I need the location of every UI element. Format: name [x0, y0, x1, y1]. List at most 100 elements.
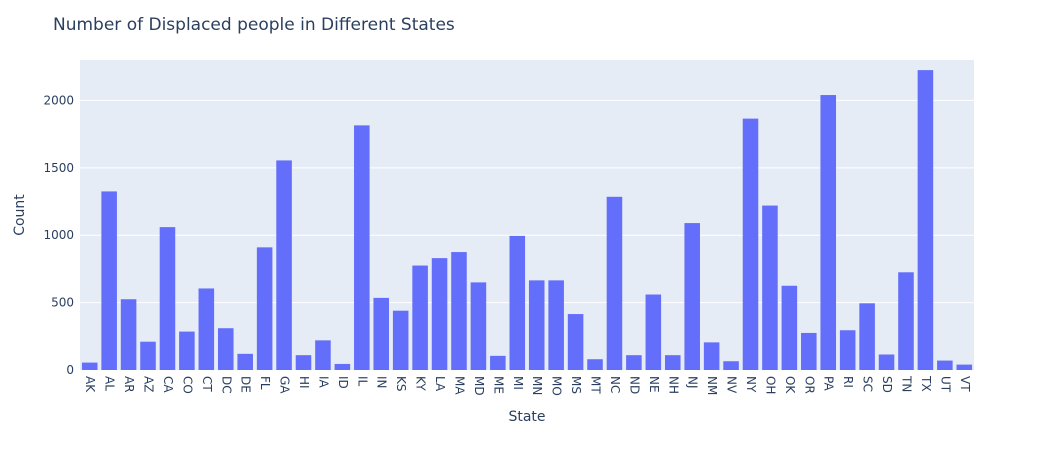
x-tick-label: ME: [491, 376, 505, 394]
bar-il[interactable]: [354, 125, 370, 370]
x-tick-label: AZ: [142, 376, 156, 392]
bar-vt[interactable]: [956, 364, 973, 370]
bar-hi[interactable]: [295, 355, 312, 370]
bar-id[interactable]: [334, 363, 351, 370]
bar-nv[interactable]: [723, 361, 739, 370]
bar-md[interactable]: [470, 282, 487, 370]
bar-ut[interactable]: [937, 360, 953, 370]
x-tick-label: MS: [569, 376, 583, 394]
y-tick-label: 0: [66, 363, 74, 377]
bar-mn[interactable]: [528, 280, 545, 370]
x-tick-label: GA: [278, 376, 292, 394]
bar-ny[interactable]: [742, 118, 759, 370]
y-axis-title: Count: [12, 194, 28, 236]
bar-in[interactable]: [373, 297, 390, 370]
bar-mo[interactable]: [548, 280, 564, 370]
bar-la[interactable]: [431, 258, 448, 370]
x-tick-label: ID: [336, 376, 350, 389]
x-tick-label: TN: [899, 375, 913, 392]
x-tick-label: MO: [550, 376, 564, 396]
x-tick-label: ND: [627, 376, 641, 394]
bar-me[interactable]: [490, 355, 506, 370]
bar-pa[interactable]: [820, 95, 837, 370]
bar-dc[interactable]: [217, 328, 234, 370]
x-tick-label: DC: [219, 376, 233, 394]
bar-ky[interactable]: [412, 265, 428, 370]
bar-ct[interactable]: [198, 288, 215, 370]
bar-al[interactable]: [101, 191, 117, 370]
x-tick-label: CT: [200, 376, 214, 392]
x-tick-label: HI: [297, 376, 311, 389]
x-tick-label: NJ: [686, 376, 700, 389]
x-tick-label: LA: [433, 376, 447, 392]
y-tick-label: 2000: [43, 93, 74, 107]
bar-ri[interactable]: [839, 330, 856, 370]
x-tick-label: KY: [414, 376, 428, 391]
x-tick-label: NC: [608, 376, 622, 393]
bar-nm[interactable]: [703, 342, 720, 370]
bar-ok[interactable]: [781, 285, 798, 370]
y-tick-labels: 0 500 1000 1500 2000: [43, 93, 74, 377]
x-tick-label: NH: [666, 376, 680, 394]
x-tick-label: IA: [316, 376, 330, 389]
x-tick-label: RI: [841, 376, 855, 388]
x-tick-label: TX: [919, 375, 933, 392]
x-tick-label: OR: [802, 376, 816, 394]
bar-mt[interactable]: [587, 359, 603, 370]
x-tick-label: AR: [122, 376, 136, 393]
bar-co[interactable]: [179, 331, 195, 370]
bar-ar[interactable]: [120, 299, 137, 370]
bar-tx[interactable]: [917, 70, 934, 370]
bar-sd[interactable]: [878, 354, 895, 371]
bar-nh[interactable]: [664, 355, 681, 370]
x-tick-label: MN: [530, 376, 544, 395]
x-tick-label: MT: [589, 376, 603, 394]
x-tick-label: FL: [258, 376, 272, 390]
bar-ga[interactable]: [276, 160, 292, 370]
bar-ak[interactable]: [81, 362, 98, 370]
bar-nc[interactable]: [606, 196, 623, 370]
bar-ca[interactable]: [159, 227, 176, 370]
x-tick-label: NV: [725, 376, 739, 394]
x-tick-labels: AK AL AR AZ CA CO CT DC DE FL GA HI IA ID IL IN KS KY LA MA…: [83, 375, 972, 396]
y-tick-label: 1000: [43, 228, 74, 242]
x-tick-label: NE: [647, 376, 661, 393]
x-tick-label: NM: [705, 376, 719, 395]
x-tick-label: NY: [744, 376, 758, 393]
x-tick-label: CO: [180, 376, 194, 394]
bar-tn[interactable]: [898, 272, 914, 370]
x-tick-label: IL: [355, 376, 369, 387]
bar-ne[interactable]: [645, 294, 662, 370]
bar-nj[interactable]: [684, 223, 700, 370]
x-axis-title: State: [508, 409, 545, 425]
x-tick-label: OH: [763, 376, 777, 394]
x-tick-label: DE: [239, 376, 253, 393]
bar-or[interactable]: [801, 332, 817, 370]
y-tick-label: 1500: [43, 161, 74, 175]
x-tick-label: MI: [511, 376, 525, 390]
bar-nd[interactable]: [626, 355, 642, 370]
x-tick-label: AK: [83, 376, 97, 393]
x-tick-label: OK: [783, 376, 797, 394]
x-tick-label: UT: [938, 376, 952, 393]
x-tick-label: VT: [958, 376, 972, 392]
bar-fl[interactable]: [256, 247, 273, 370]
bar-sc[interactable]: [859, 303, 875, 370]
bar-ia[interactable]: [315, 340, 331, 370]
bar-mi[interactable]: [509, 235, 526, 370]
bar-ma[interactable]: [451, 252, 467, 370]
x-tick-label: KS: [394, 376, 408, 392]
bars: [81, 70, 973, 371]
bar-oh[interactable]: [762, 205, 778, 370]
bar-de[interactable]: [237, 353, 253, 370]
x-tick-label: SC: [861, 376, 875, 392]
chart-title: Number of Displaced people in Different …: [53, 15, 455, 35]
x-tick-label: AL: [103, 376, 117, 391]
x-tick-label: IN: [375, 376, 389, 389]
x-tick-label: MD: [472, 376, 486, 396]
bar-az[interactable]: [140, 341, 156, 370]
x-tick-label: MA: [452, 376, 466, 395]
bar-ms[interactable]: [567, 314, 584, 370]
bar-ks[interactable]: [392, 310, 409, 370]
